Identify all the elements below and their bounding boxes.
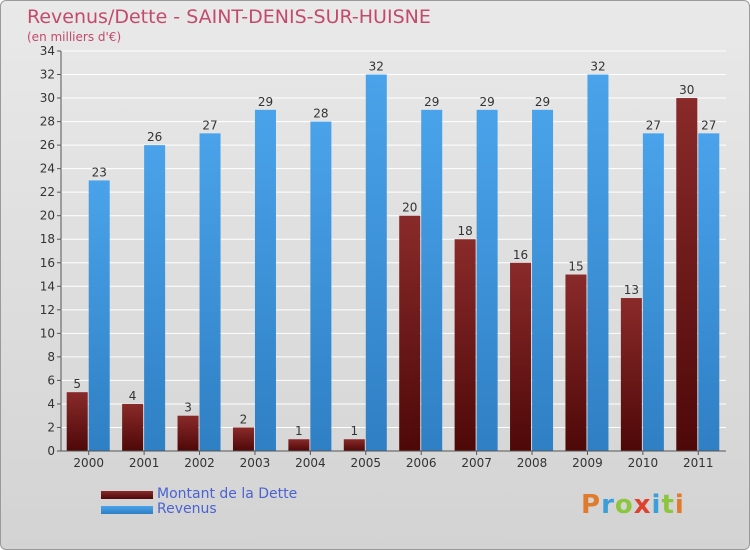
data-label-revenus: 23 [92, 165, 107, 179]
data-label-revenus: 29 [258, 95, 273, 109]
bar-revenus [698, 133, 720, 451]
bar-revenus [144, 145, 166, 451]
data-label-revenus: 29 [535, 95, 550, 109]
data-label-revenus: 26 [147, 130, 162, 144]
data-label-dette: 2 [240, 412, 248, 426]
logo-letter: r [601, 490, 615, 520]
data-label-dette: 3 [184, 401, 192, 415]
y-tick-label: 26 [40, 138, 55, 152]
x-tick-label: 2000 [73, 456, 104, 470]
y-tick-label: 24 [40, 162, 55, 176]
y-tick-label: 20 [40, 209, 55, 223]
bar-dette [177, 415, 199, 451]
data-label-revenus: 28 [313, 107, 328, 121]
y-tick-label: 22 [40, 185, 55, 199]
bar-dette [122, 403, 144, 451]
data-label-dette: 5 [73, 377, 81, 391]
data-label-dette: 15 [568, 260, 583, 274]
y-tick-label: 28 [40, 115, 55, 129]
bar-revenus [642, 133, 664, 451]
chart-legend: Montant de la Dette Revenus [101, 487, 297, 517]
logo-letter: i [651, 490, 662, 520]
x-tick-label: 2002 [184, 456, 215, 470]
logo-letter: P [581, 490, 602, 520]
x-tick-label: 2005 [351, 456, 382, 470]
bar-revenus [310, 121, 332, 452]
bar-revenus [532, 109, 554, 451]
data-label-dette: 20 [402, 201, 417, 215]
x-tick-label: 2003 [240, 456, 271, 470]
data-label-dette: 18 [457, 224, 472, 238]
y-tick-label: 32 [40, 68, 55, 82]
y-tick-label: 16 [40, 256, 55, 270]
bar-dette [510, 262, 532, 451]
logo-letter: o [614, 490, 634, 520]
bar-dette [399, 215, 421, 451]
bar-revenus [476, 109, 498, 451]
y-tick-label: 6 [47, 373, 55, 387]
legend-swatch-dette [101, 490, 153, 499]
data-label-dette: 16 [513, 248, 528, 262]
bar-dette [66, 392, 88, 451]
legend-swatch-revenus [101, 505, 153, 514]
logo-letter: x [633, 490, 652, 520]
legend-item-dette: Montant de la Dette [101, 487, 297, 502]
data-label-dette: 30 [679, 83, 694, 97]
x-tick-label: 2007 [461, 456, 492, 470]
legend-label-revenus: Revenus [157, 501, 217, 517]
y-tick-label: 18 [40, 232, 55, 246]
bar-revenus [365, 74, 387, 451]
bar-dette [676, 98, 698, 451]
chart-subtitle: (en milliers d'€) [27, 30, 122, 44]
x-tick-label: 2010 [628, 456, 659, 470]
logo-letter: i [674, 490, 685, 520]
data-label-dette: 4 [129, 389, 137, 403]
x-tick-label: 2011 [683, 456, 714, 470]
y-tick-label: 30 [40, 91, 55, 105]
data-label-revenus: 32 [590, 60, 605, 74]
data-label-revenus: 27 [202, 118, 217, 132]
data-label-dette: 13 [624, 283, 639, 297]
data-label-revenus: 27 [646, 118, 661, 132]
y-tick-label: 12 [40, 303, 55, 317]
y-tick-label: 2 [47, 420, 55, 434]
bar-revenus [421, 109, 443, 451]
data-label-dette: 1 [350, 424, 358, 438]
x-tick-label: 2008 [517, 456, 548, 470]
bar-dette [232, 427, 254, 451]
y-tick-label: 14 [40, 279, 55, 293]
x-tick-label: 2009 [572, 456, 603, 470]
bar-revenus [199, 133, 221, 451]
data-label-dette: 1 [295, 424, 303, 438]
x-tick-label: 2004 [295, 456, 326, 470]
y-tick-label: 8 [47, 350, 55, 364]
y-tick-label: 4 [47, 397, 55, 411]
proxiti-logo: Proxiti [581, 490, 685, 520]
bar-dette [288, 439, 310, 451]
data-label-revenus: 27 [701, 118, 716, 132]
bar-revenus [587, 74, 609, 451]
legend-label-dette: Montant de la Dette [157, 486, 298, 502]
y-tick-label: 34 [40, 44, 55, 58]
x-tick-label: 2006 [406, 456, 437, 470]
y-tick-label: 0 [47, 444, 55, 458]
bar-revenus [88, 180, 110, 452]
chart-title: Revenus/Dette - SAINT-DENIS-SUR-HUISNE [27, 6, 431, 28]
data-label-revenus: 29 [479, 95, 494, 109]
data-label-revenus: 29 [424, 95, 439, 109]
bar-dette [343, 439, 365, 451]
bar-revenus [254, 109, 276, 451]
bar-dette [454, 239, 476, 451]
legend-item-revenus: Revenus [101, 502, 297, 517]
y-tick-label: 10 [40, 326, 55, 340]
bar-dette [565, 274, 587, 451]
data-label-revenus: 32 [369, 60, 384, 74]
x-tick-label: 2001 [129, 456, 160, 470]
bar-dette [620, 298, 642, 451]
logo-letter: t [661, 490, 675, 520]
